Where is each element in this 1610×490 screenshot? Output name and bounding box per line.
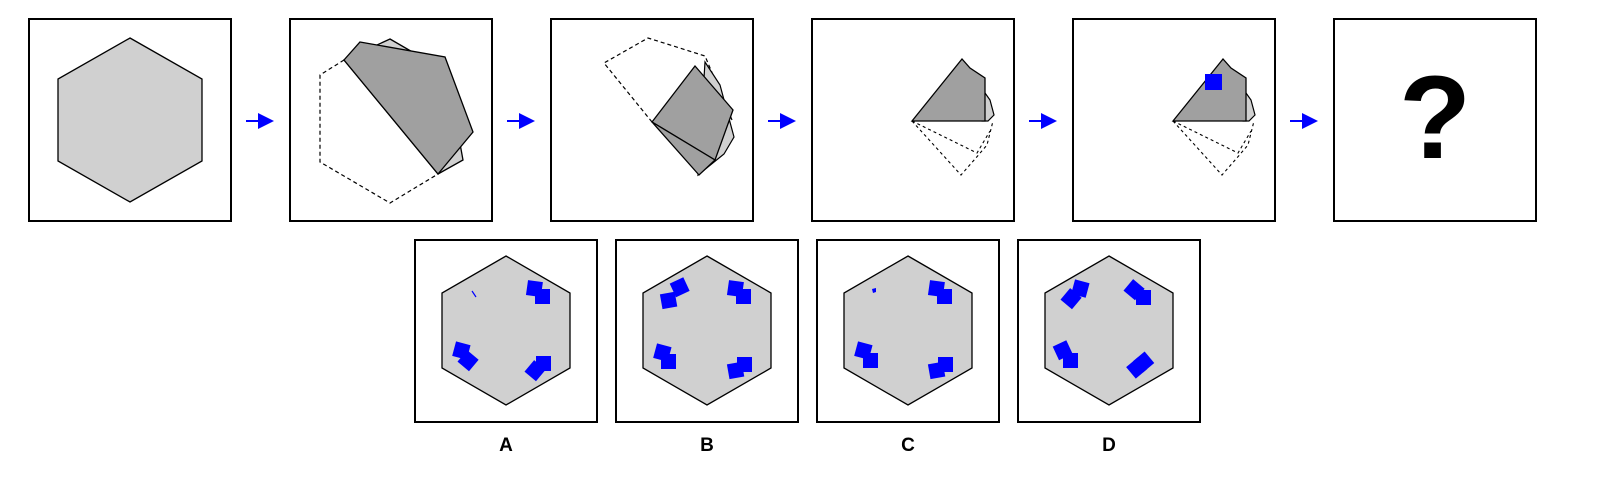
mark bbox=[1071, 279, 1090, 298]
mark bbox=[659, 291, 678, 310]
folded-triangle bbox=[910, 57, 986, 122]
mark bbox=[535, 289, 550, 304]
mark bbox=[1133, 351, 1155, 373]
option-b[interactable] bbox=[615, 239, 799, 423]
mark bbox=[872, 288, 876, 293]
folded-half bbox=[343, 41, 474, 176]
step-6-unknown: ? bbox=[1333, 18, 1537, 222]
step-3-second-fold bbox=[550, 18, 754, 222]
mark bbox=[737, 357, 752, 372]
mark bbox=[1063, 353, 1078, 368]
option-label-c: C bbox=[901, 435, 915, 456]
mark bbox=[736, 289, 751, 304]
panel-frame bbox=[1333, 18, 1537, 222]
mark bbox=[536, 356, 551, 371]
previous-fold-dashed-outline-inner bbox=[1172, 120, 1252, 154]
hexagon-dashed-outline bbox=[319, 59, 439, 204]
punch-marks bbox=[653, 277, 752, 380]
punch-marks bbox=[1052, 279, 1155, 379]
punch-marks bbox=[452, 280, 551, 382]
question-mark: ? bbox=[1399, 52, 1471, 184]
step-1-hexagon bbox=[28, 18, 232, 222]
punch-marks bbox=[854, 280, 953, 380]
step-4-third-fold bbox=[811, 18, 1015, 222]
previous-fold-dashed-outline bbox=[911, 120, 994, 176]
mark bbox=[669, 277, 690, 298]
previous-fold-dashed-outline bbox=[603, 37, 733, 123]
mark bbox=[937, 289, 952, 304]
mark bbox=[863, 353, 878, 368]
mark bbox=[457, 350, 479, 372]
previous-fold-dashed-outline-inner bbox=[911, 120, 991, 154]
previous-fold-dashed-outline bbox=[1172, 120, 1255, 176]
option-a[interactable] bbox=[414, 239, 598, 423]
step-2-first-fold bbox=[289, 18, 493, 222]
option-c[interactable] bbox=[816, 239, 1000, 423]
option-label-b: B bbox=[700, 435, 714, 456]
punched-square-mark bbox=[1205, 74, 1222, 90]
mark bbox=[938, 357, 953, 372]
option-label-d: D bbox=[1102, 435, 1116, 456]
option-label-a: A bbox=[499, 435, 513, 456]
mark bbox=[1136, 290, 1151, 305]
folded-layer-bottom bbox=[651, 121, 717, 176]
option-d[interactable] bbox=[1017, 239, 1201, 423]
mark bbox=[661, 354, 676, 369]
mark bbox=[471, 290, 477, 298]
hexagon-shape bbox=[57, 37, 203, 203]
step-5-punched bbox=[1072, 18, 1276, 222]
